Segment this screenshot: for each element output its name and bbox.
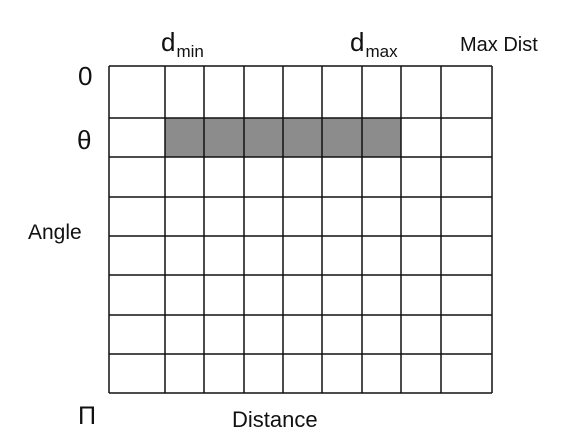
dmax-subscript: max xyxy=(365,42,398,61)
distance-axis-label: Distance xyxy=(232,407,318,432)
grid-lines xyxy=(108,65,493,394)
angle-pi-label: Π xyxy=(78,402,97,430)
dmin-label: dmin xyxy=(161,27,204,60)
dmax-label: dmax xyxy=(350,27,398,60)
angle-axis-label: Angle xyxy=(28,221,82,244)
dmax-main: d xyxy=(350,27,365,57)
dmin-main: d xyxy=(161,27,176,57)
max-distance-label: Max Dist xyxy=(460,34,538,56)
angle-zero-label: 0 xyxy=(78,61,93,91)
dmin-subscript: min xyxy=(176,42,204,61)
angle-theta-label: θ xyxy=(77,125,92,155)
